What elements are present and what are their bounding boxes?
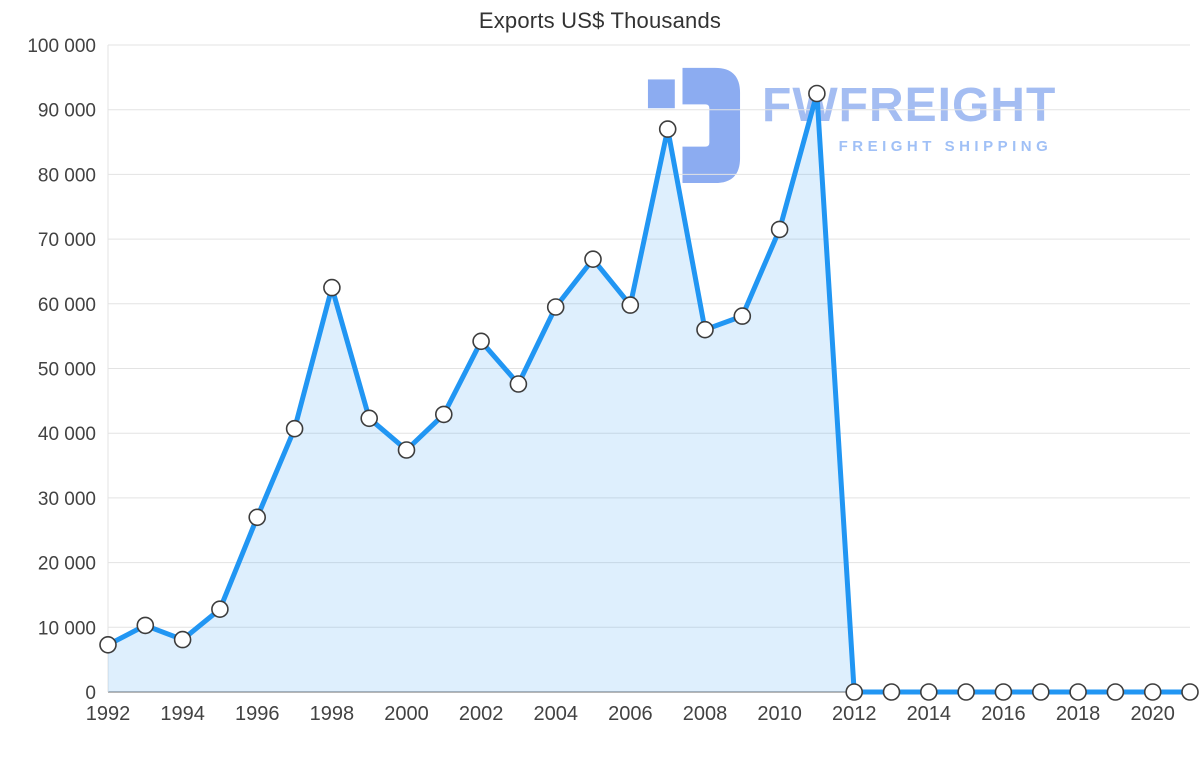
x-axis-label: 2000 <box>384 703 429 725</box>
data-point-2013[interactable] <box>882 683 901 701</box>
x-axis-label: 1994 <box>160 703 205 725</box>
data-point-1993[interactable] <box>136 616 155 635</box>
x-axis-label: 1998 <box>310 703 355 725</box>
data-point-2014[interactable] <box>919 683 938 701</box>
x-axis-label: 2014 <box>907 703 952 725</box>
y-axis-label: 100 000 <box>27 36 96 57</box>
y-axis-label: 70 000 <box>38 230 96 251</box>
x-axis-label: 2004 <box>533 703 578 725</box>
data-point-2002[interactable] <box>472 332 490 351</box>
data-point-2007[interactable] <box>658 120 677 138</box>
y-axis-label: 20 000 <box>38 554 96 575</box>
data-point-1998[interactable] <box>323 278 341 297</box>
y-axis-label: 10 000 <box>38 618 96 639</box>
x-axis-label: 2008 <box>683 703 728 725</box>
y-axis-label: 80 000 <box>38 165 96 186</box>
data-point-1995[interactable] <box>211 600 229 619</box>
data-point-2006[interactable] <box>621 296 640 314</box>
y-axis-label: 90 000 <box>38 101 96 122</box>
data-point-2000[interactable] <box>397 441 416 459</box>
x-axis-label: 2010 <box>757 703 802 725</box>
data-point-2018[interactable] <box>1069 683 1087 701</box>
data-point-1994[interactable] <box>173 630 192 649</box>
y-axis-label: 0 <box>85 683 96 704</box>
x-axis-label: 2020 <box>1130 703 1175 725</box>
data-point-2008[interactable] <box>696 320 714 339</box>
data-point-1996[interactable] <box>248 508 267 527</box>
y-axis-label: 40 000 <box>38 424 96 445</box>
data-point-2010[interactable] <box>770 220 789 239</box>
data-point-2021[interactable] <box>1181 683 1199 701</box>
data-point-2001[interactable] <box>434 405 453 424</box>
area-fill <box>108 93 1190 692</box>
data-point-2019[interactable] <box>1106 683 1125 701</box>
x-axis-label: 2006 <box>608 703 653 725</box>
x-axis-label: 2018 <box>1056 703 1101 725</box>
y-axis-label: 60 000 <box>38 295 96 316</box>
data-point-2004[interactable] <box>546 298 565 316</box>
x-axis-label: 2016 <box>981 703 1026 725</box>
data-point-2009[interactable] <box>733 307 752 325</box>
y-axis-label: 30 000 <box>38 489 96 510</box>
data-point-2020[interactable] <box>1143 683 1162 701</box>
data-point-2016[interactable] <box>994 683 1013 701</box>
x-axis-label: 1992 <box>86 703 131 725</box>
x-axis-label: 2002 <box>459 703 504 725</box>
x-axis-label: 2012 <box>832 703 877 725</box>
data-point-2015[interactable] <box>957 683 975 701</box>
data-point-2011[interactable] <box>808 84 826 103</box>
data-point-2012[interactable] <box>845 683 864 701</box>
data-point-1997[interactable] <box>285 419 304 438</box>
data-point-1999[interactable] <box>360 409 379 428</box>
x-axis-label: 1996 <box>235 703 280 725</box>
chart-title: Exports US$ Thousands <box>478 8 722 33</box>
data-point-1992[interactable] <box>99 635 117 654</box>
data-point-2003[interactable] <box>509 375 528 393</box>
data-point-2005[interactable] <box>584 250 602 269</box>
data-point-2017[interactable] <box>1032 683 1050 701</box>
y-axis-label: 50 000 <box>38 360 96 381</box>
